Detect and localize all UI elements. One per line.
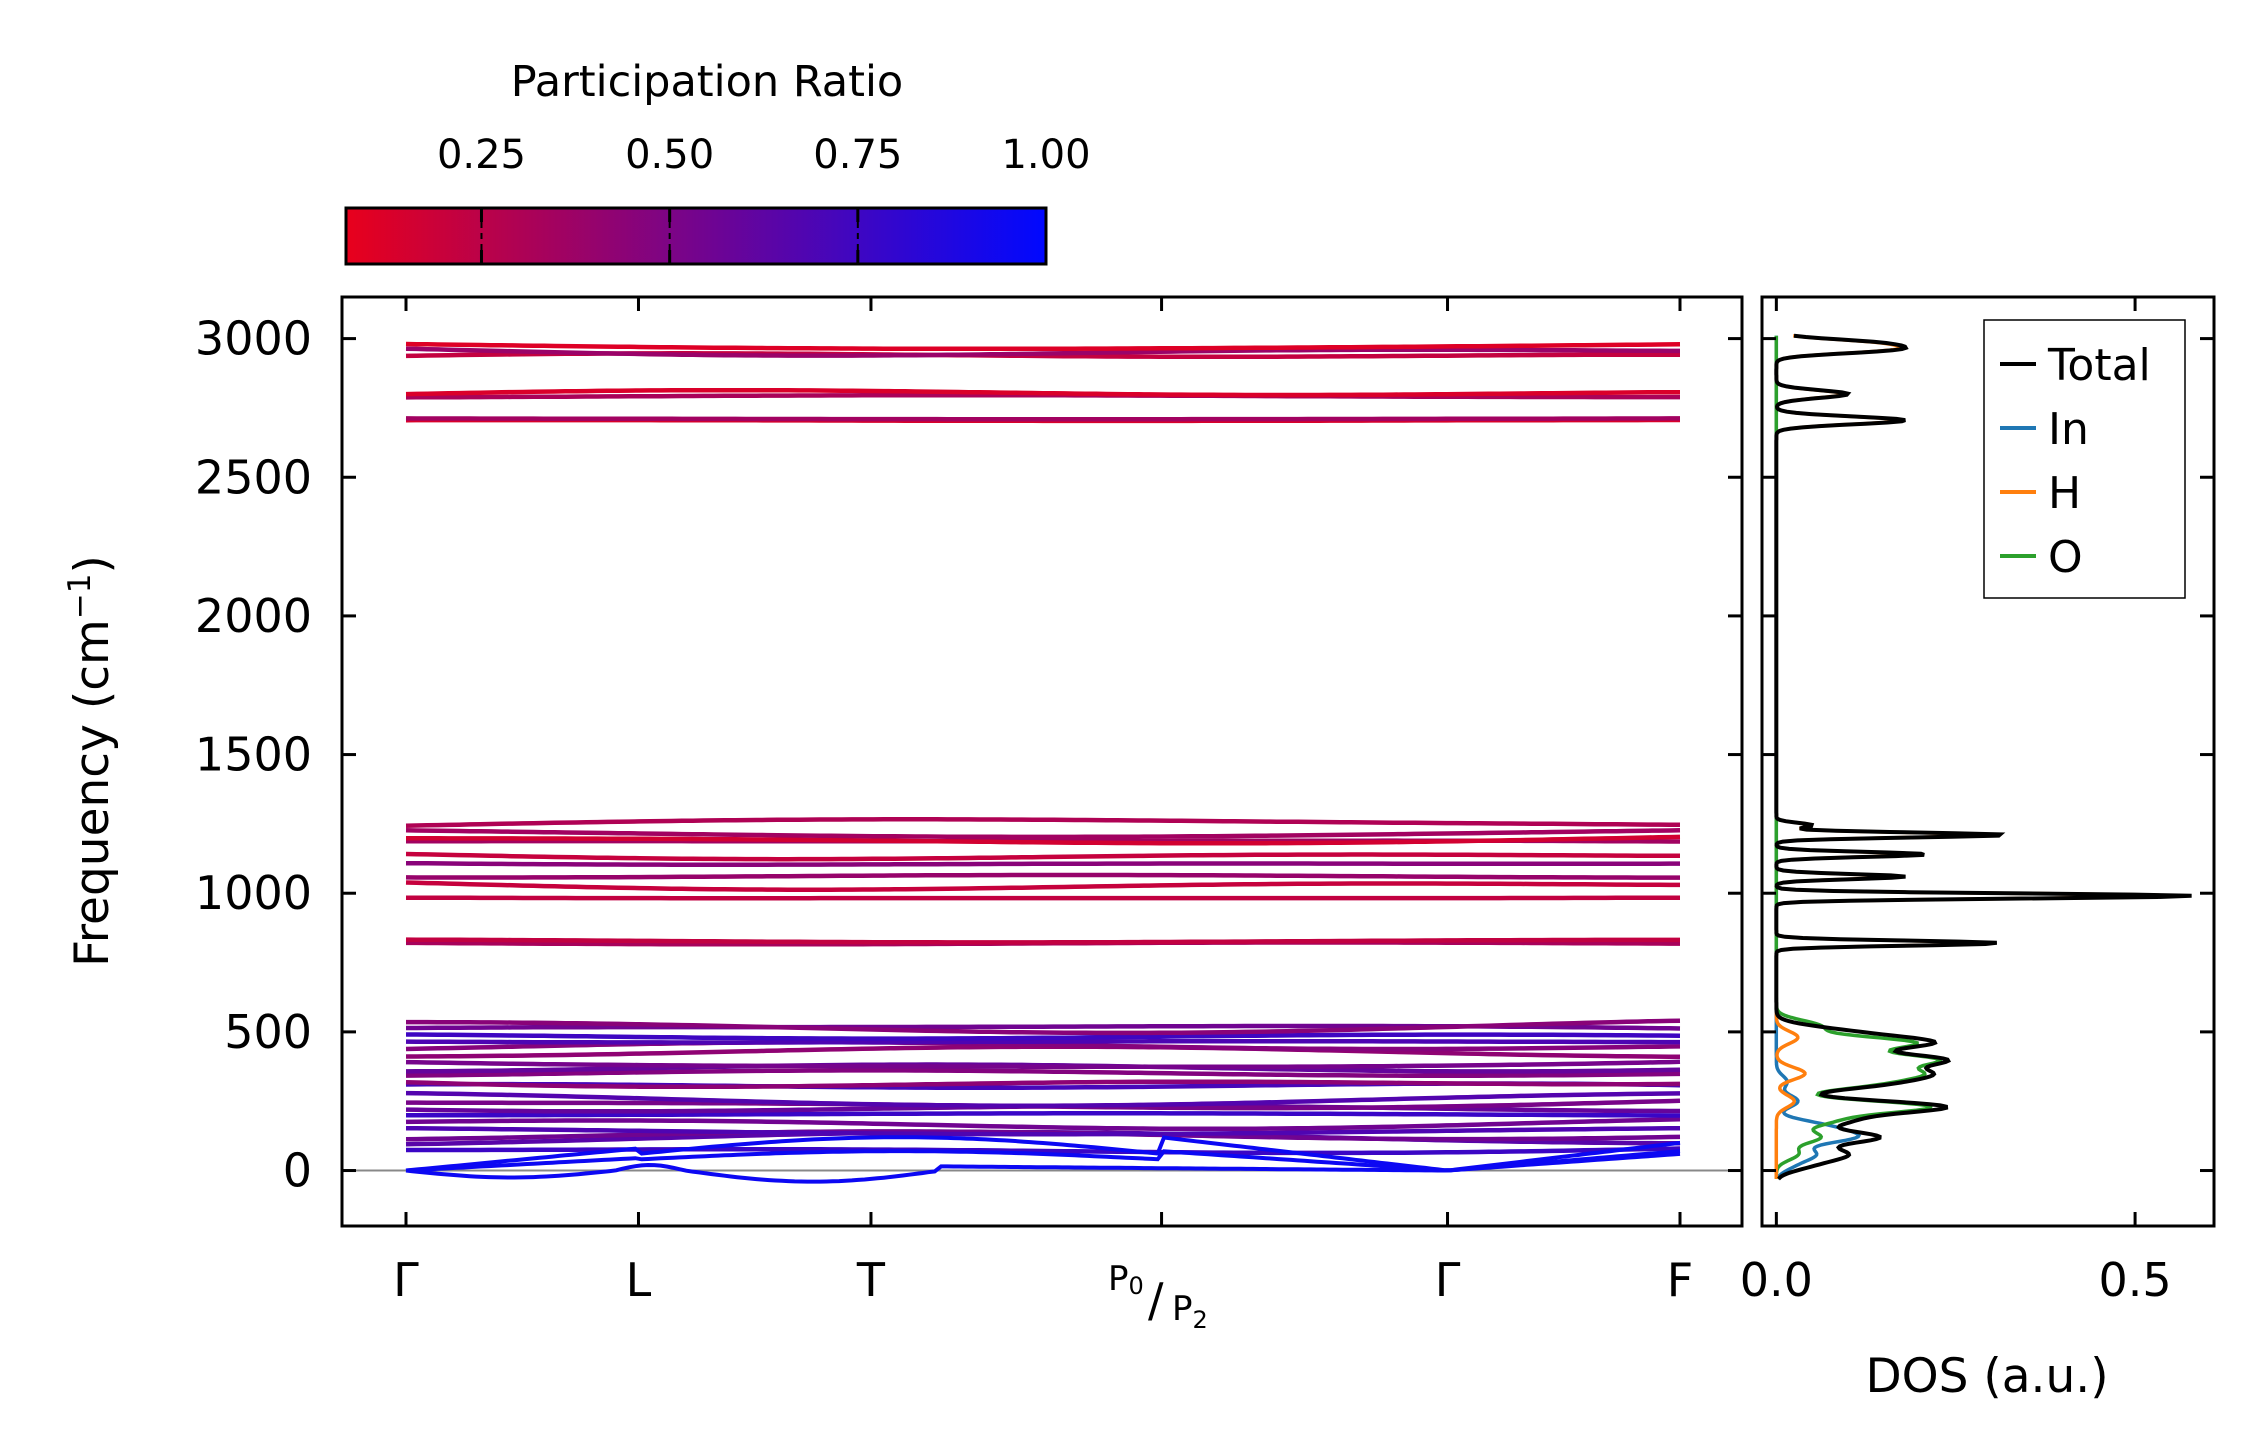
colorbar: Participation Ratio 0.25 0.50 0.75 1.00 <box>344 57 1091 266</box>
kpath-label: F <box>1667 1253 1693 1307</box>
phonon-branch <box>405 937 1680 945</box>
y-tick-label: 500 <box>224 1005 312 1059</box>
phonon-branch <box>405 860 1680 867</box>
dos-x-axis-label: DOS (a.u.) <box>1865 1349 2108 1404</box>
kpath-label: Γ <box>1435 1253 1461 1307</box>
dos-panel: 0.0 0.5 DOS (a.u.) Total In HO <box>1740 295 2216 1404</box>
phonon-branch <box>405 1117 1681 1132</box>
dos-ticks: 0.0 0.5 <box>1740 297 2214 1307</box>
legend-label: H <box>2048 468 2081 519</box>
dos-curves <box>1774 333 2192 1181</box>
dos-x-tick-label: 0.0 <box>1740 1253 1813 1307</box>
phonon-branch <box>406 834 1681 846</box>
legend-label: In <box>2048 404 2089 455</box>
phonon-branch <box>406 895 1680 901</box>
kpath-label: L <box>626 1253 652 1307</box>
kpath-special-slash: / <box>1148 1273 1164 1327</box>
phonon-branch <box>405 880 1680 892</box>
dos-x-tick-label: 0.5 <box>2099 1253 2172 1307</box>
colorbar-ticks: 0.25 0.50 0.75 1.00 <box>437 132 1091 264</box>
phonon-branch <box>405 341 1681 352</box>
kpath-label: T <box>856 1253 886 1307</box>
dos-frame <box>1760 295 2216 1228</box>
legend-box <box>1983 319 2186 599</box>
y-tick-label: 1500 <box>195 728 312 782</box>
phonon-branch <box>405 1059 1681 1070</box>
colorbar-gradient <box>344 206 1048 266</box>
y-axis-label: Frequency (cm−1) <box>62 555 120 967</box>
dos-curve-total <box>1774 333 2192 1181</box>
y-tick-label: 0 <box>283 1144 312 1198</box>
phonon-branch <box>405 1079 1681 1090</box>
phonon-branch <box>406 1111 1680 1118</box>
phonon-branch <box>405 1038 1680 1045</box>
phonon-bands <box>342 341 1742 1184</box>
phonon-branch <box>405 1068 1681 1078</box>
legend-label: Total <box>2047 340 2151 391</box>
y-tick-label: 2500 <box>195 450 312 504</box>
phonon-branch <box>405 851 1680 862</box>
colorbar-title: Participation Ratio <box>511 57 904 107</box>
dispersion-frame <box>340 295 1744 1228</box>
colorbar-tick-label: 0.50 <box>625 132 714 178</box>
dispersion-panel: 0 500 1000 1500 2000 2500 3000 Frequency (cm−1… <box>62 295 1744 1334</box>
phonon-branch <box>405 1125 1681 1137</box>
acoustic-branch <box>405 1151 1681 1184</box>
phonon-branch <box>405 828 1681 840</box>
kpath-special-label: P0 / P2 <box>1108 1259 1208 1334</box>
phonon-branch <box>405 346 1680 358</box>
phonon-branch <box>405 817 1681 828</box>
kpath-label: Γ <box>393 1253 419 1307</box>
phonon-branch <box>405 1090 1681 1108</box>
dispersion-ticks: 0 500 1000 1500 2000 2500 3000 <box>195 297 1742 1226</box>
phonon-branch <box>405 387 1680 398</box>
colorbar-tick-label: 1.00 <box>1001 132 1090 178</box>
phonon-branch <box>406 1018 1681 1036</box>
legend: Total In HO <box>1983 319 2186 599</box>
colorbar-tick-label: 0.25 <box>437 132 526 178</box>
y-tick-label: 1000 <box>195 866 312 920</box>
colorbar-tick-label: 0.75 <box>813 132 902 178</box>
y-tick-label: 2000 <box>195 589 312 643</box>
phonon-branch <box>405 416 1680 422</box>
phonon-branch <box>406 1032 1681 1041</box>
kpath-special-bottom: P2 <box>1172 1289 1208 1334</box>
legend-label: O <box>2048 532 2083 583</box>
y-tick-label: 3000 <box>195 312 312 366</box>
kpath-special-top: P0 <box>1108 1259 1144 1300</box>
y-axis-label-superscript: −1 <box>62 573 98 619</box>
phonon-branch <box>405 872 1680 880</box>
